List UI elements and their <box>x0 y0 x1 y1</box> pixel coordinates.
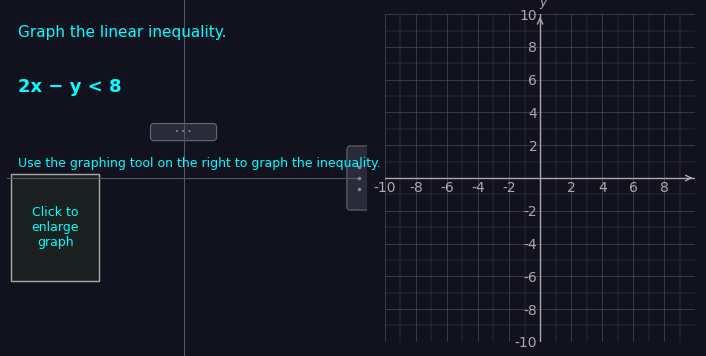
Text: 2x − y < 8: 2x − y < 8 <box>18 78 122 96</box>
Text: y: y <box>539 0 547 9</box>
FancyBboxPatch shape <box>11 174 99 281</box>
FancyBboxPatch shape <box>150 124 217 141</box>
FancyBboxPatch shape <box>347 146 371 210</box>
Text: • • •: • • • <box>175 129 192 135</box>
Text: Use the graphing tool on the right to graph the inequality.: Use the graphing tool on the right to gr… <box>18 157 381 170</box>
Text: Click to
enlarge
graph: Click to enlarge graph <box>31 206 79 249</box>
Text: Graph the linear inequality.: Graph the linear inequality. <box>18 25 227 40</box>
